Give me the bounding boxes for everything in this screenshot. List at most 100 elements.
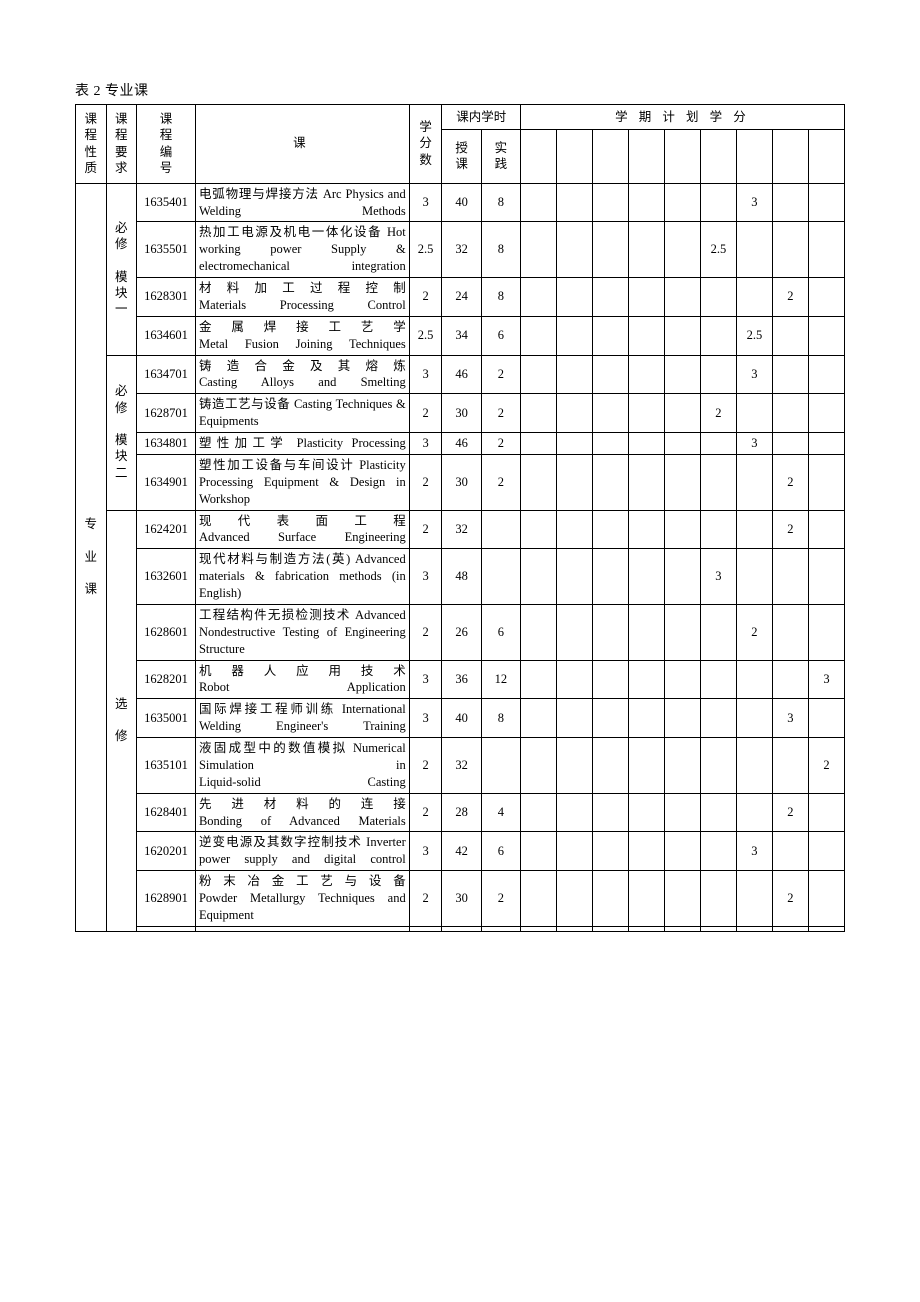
sem-cell: [700, 510, 736, 549]
sem-cell: [592, 793, 628, 832]
sem-cell: [521, 699, 557, 738]
sem-cell: [628, 433, 664, 455]
name-cell: 铸造合金及其熔炼Casting Alloys and Smelting: [195, 355, 409, 394]
h-nature: 课程性质: [76, 105, 107, 184]
sem-cell: [628, 510, 664, 549]
sem-cell: 3: [700, 549, 736, 605]
sem-cell: 2: [772, 510, 808, 549]
h-prac: 实践: [481, 130, 520, 183]
sem-cell: [808, 316, 844, 355]
sem-cell: [521, 316, 557, 355]
name-cell: 粉末冶金工艺与设备Powder Metallurgy Techniques an…: [195, 871, 409, 927]
lect-cell: 30: [442, 454, 481, 510]
sem-cell: [664, 926, 700, 931]
sem-cell: [700, 832, 736, 871]
sem-cell: [664, 433, 700, 455]
sem-cell: [521, 278, 557, 317]
course-table: 课程性质 课程要求 课程编号 课 学分数 课内学时 学 期 计 划 学 分 授课…: [75, 104, 845, 932]
table-row: 1620201逆变电源及其数字控制技术 Inverter power suppl…: [76, 832, 845, 871]
h-s5: [664, 130, 700, 183]
h-s4: [628, 130, 664, 183]
sem-cell: [592, 433, 628, 455]
credits-cell: 3: [409, 355, 442, 394]
group-cell: 必修模块二: [106, 355, 137, 510]
code-cell: 1628401: [137, 793, 196, 832]
sem-cell: [664, 222, 700, 278]
h-s3: [592, 130, 628, 183]
sem-cell: 3: [736, 183, 772, 222]
lect-cell: [442, 926, 481, 931]
sem-cell: [808, 433, 844, 455]
name-cell: 逆变电源及其数字控制技术 Inverter power supply and d…: [195, 832, 409, 871]
sem-cell: [772, 549, 808, 605]
h-name: 课: [195, 105, 409, 184]
prac-cell: 2: [481, 871, 520, 927]
name-cell: 材料加工过程控制Materials Processing Control: [195, 278, 409, 317]
code-cell: 1635101: [137, 738, 196, 794]
lect-cell: 32: [442, 222, 481, 278]
sem-cell: [808, 793, 844, 832]
table-row: 1628401先进材料的连接Bonding of Advanced Materi…: [76, 793, 845, 832]
sem-cell: [664, 604, 700, 660]
sem-cell: [521, 793, 557, 832]
prac-cell: 12: [481, 660, 520, 699]
table-row: 专业课必修模块一1635401电弧物理与焊接方法 Arc Physics and…: [76, 183, 845, 222]
sem-cell: [808, 222, 844, 278]
sem-cell: [808, 510, 844, 549]
h-semplan: 学 期 计 划 学 分: [521, 105, 845, 130]
sem-cell: [592, 394, 628, 433]
sem-cell: [556, 871, 592, 927]
credits-cell: [409, 926, 442, 931]
sem-cell: [592, 510, 628, 549]
table-row: 1628701铸造工艺与设备 Casting Techniques & Equi…: [76, 394, 845, 433]
table-row: 1635101液固成型中的数值模拟 Numerical Simulation i…: [76, 738, 845, 794]
sem-cell: [592, 926, 628, 931]
sem-cell: [772, 355, 808, 394]
sem-cell: [628, 355, 664, 394]
sem-cell: [736, 793, 772, 832]
sem-cell: [592, 316, 628, 355]
credits-cell: 3: [409, 433, 442, 455]
code-cell: 1624201: [137, 510, 196, 549]
sem-cell: [772, 183, 808, 222]
prac-cell: 4: [481, 793, 520, 832]
sem-cell: [700, 793, 736, 832]
name-cell: 现代材料与制造方法(英) Advanced materials & fabric…: [195, 549, 409, 605]
lect-cell: 30: [442, 871, 481, 927]
h-code: 课程编号: [137, 105, 196, 184]
name-cell: 机器人应用技术Robot Application: [195, 660, 409, 699]
sem-cell: [664, 183, 700, 222]
sem-cell: [808, 355, 844, 394]
sem-cell: 2: [772, 793, 808, 832]
sem-cell: [772, 433, 808, 455]
code-cell: 1635401: [137, 183, 196, 222]
sem-cell: [664, 355, 700, 394]
sem-cell: 2: [736, 604, 772, 660]
sem-cell: [521, 183, 557, 222]
sem-cell: [556, 454, 592, 510]
sem-cell: [700, 433, 736, 455]
sem-cell: [556, 433, 592, 455]
prac-cell: 6: [481, 316, 520, 355]
lect-cell: 42: [442, 832, 481, 871]
sem-cell: [628, 793, 664, 832]
sem-cell: 3: [736, 355, 772, 394]
h-req: 课程要求: [106, 105, 137, 184]
sem-cell: 2.5: [700, 222, 736, 278]
name-cell: 现代表面工程Advanced Surface Engineering: [195, 510, 409, 549]
credits-cell: 3: [409, 699, 442, 738]
sem-cell: [556, 604, 592, 660]
sem-cell: [664, 738, 700, 794]
table-row: 必修模块二1634701铸造合金及其熔炼Casting Alloys and S…: [76, 355, 845, 394]
lect-cell: 34: [442, 316, 481, 355]
sem-cell: [521, 604, 557, 660]
sem-cell: [628, 738, 664, 794]
sem-cell: [521, 738, 557, 794]
sem-cell: [808, 926, 844, 931]
prac-cell: 6: [481, 604, 520, 660]
credits-cell: 2: [409, 604, 442, 660]
sem-cell: [521, 510, 557, 549]
sem-cell: [736, 699, 772, 738]
lect-cell: 32: [442, 738, 481, 794]
sem-cell: [592, 183, 628, 222]
